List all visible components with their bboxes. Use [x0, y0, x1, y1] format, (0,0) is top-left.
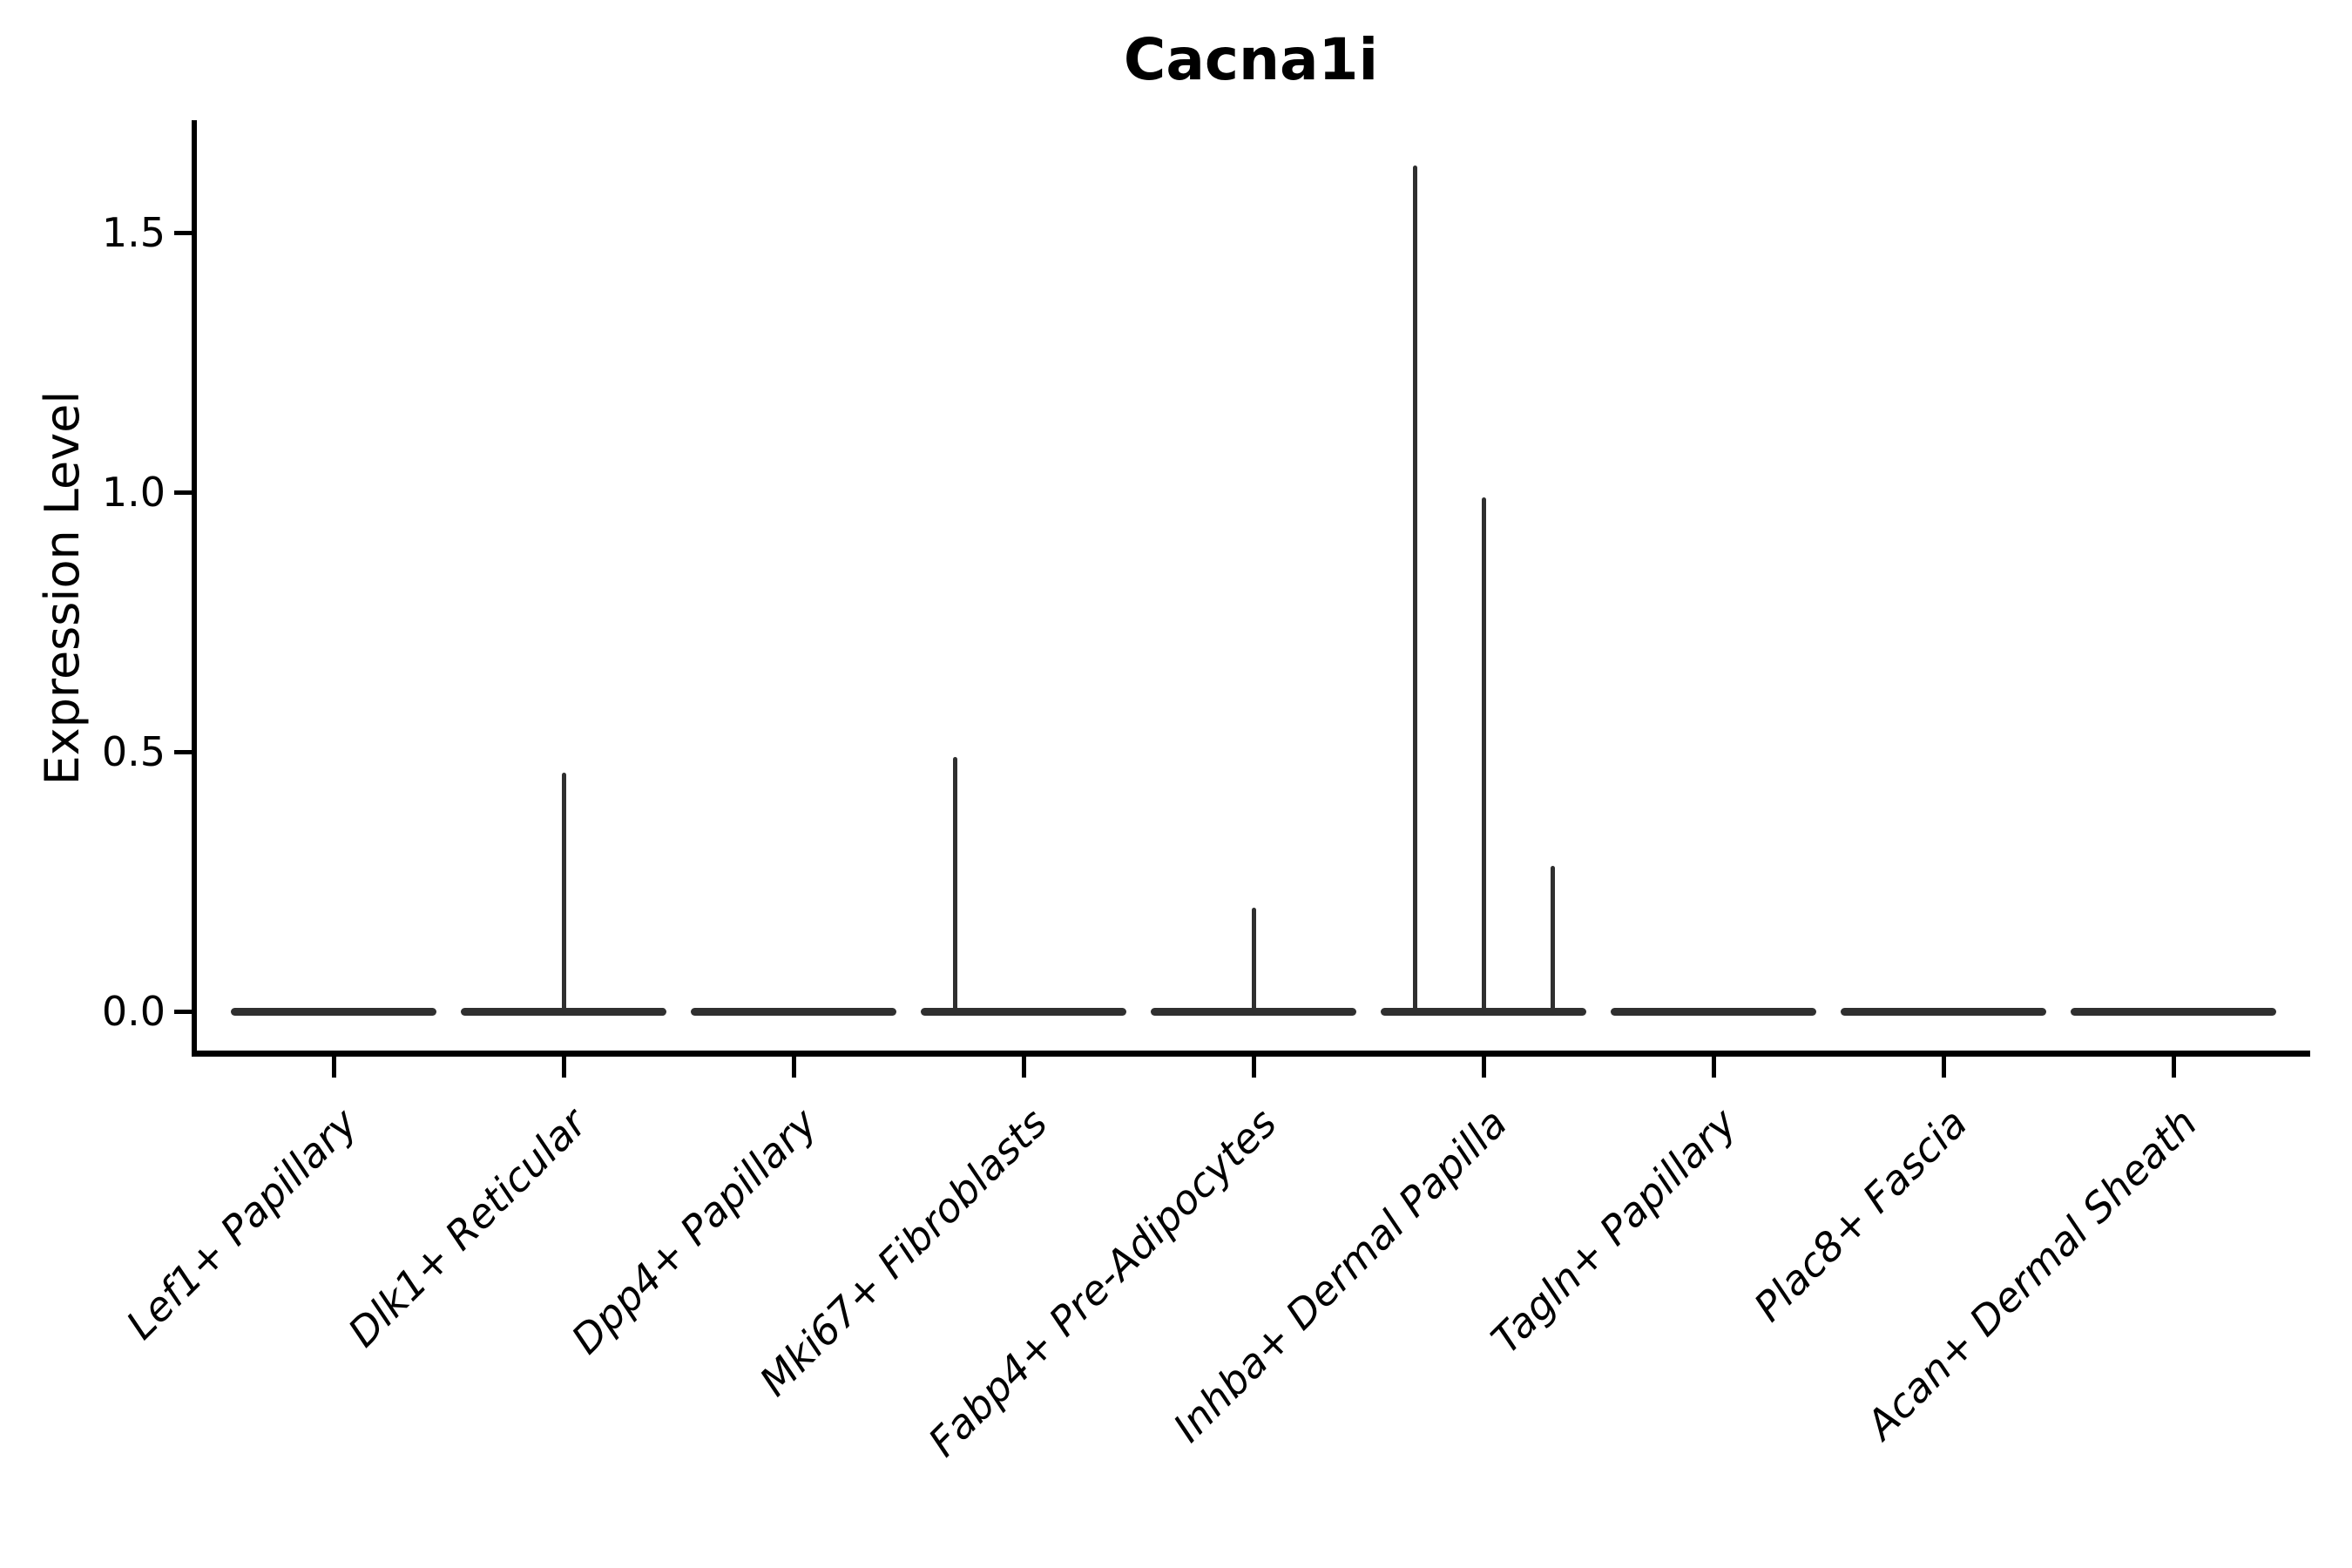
y-tick-mark — [174, 750, 193, 754]
x-tick-label: Plac8+ Fascia — [1744, 1098, 1977, 1331]
x-tick-mark — [1022, 1057, 1026, 1078]
x-tick-label: Dpp4+ Papillary — [562, 1098, 827, 1363]
expression-spike — [1482, 497, 1486, 1015]
violin-body — [1611, 1008, 1816, 1016]
y-tick-mark — [174, 231, 193, 235]
y-tick-mark — [174, 490, 193, 495]
x-tick-mark — [792, 1057, 796, 1078]
expression-spike — [952, 756, 957, 1015]
y-tick-label: 0.5 — [101, 728, 166, 775]
x-tick-mark — [1942, 1057, 1946, 1078]
violin-body — [1841, 1008, 2046, 1016]
x-tick-mark — [2172, 1057, 2176, 1078]
x-tick-mark — [332, 1057, 336, 1078]
x-tick-label: Dlk1+ Reticular — [339, 1098, 597, 1356]
y-tick-mark — [174, 1010, 193, 1014]
x-axis-spine — [192, 1051, 2310, 1057]
x-tick-mark — [1712, 1057, 1716, 1078]
x-tick-mark — [1252, 1057, 1256, 1078]
y-tick-label: 1.5 — [101, 209, 166, 256]
expression-spike — [1412, 165, 1417, 1015]
chart-title: Cacna1i — [1123, 26, 1379, 93]
violin-body — [921, 1008, 1126, 1016]
x-tick-label: Tagln+ Papillary — [1482, 1098, 1747, 1363]
y-axis-spine — [192, 120, 197, 1057]
violin-body — [231, 1008, 436, 1016]
x-tick-label: Lef1+ Papillary — [117, 1098, 367, 1348]
violin-body — [2071, 1008, 2276, 1016]
y-tick-label: 0.0 — [101, 988, 166, 1035]
expression-spike — [1252, 907, 1256, 1015]
y-tick-label: 1.0 — [101, 469, 166, 516]
expression-spike — [1551, 866, 1556, 1015]
violin-body — [691, 1008, 896, 1016]
x-tick-mark — [1482, 1057, 1486, 1078]
x-tick-mark — [562, 1057, 566, 1078]
expression-spike — [562, 772, 566, 1015]
